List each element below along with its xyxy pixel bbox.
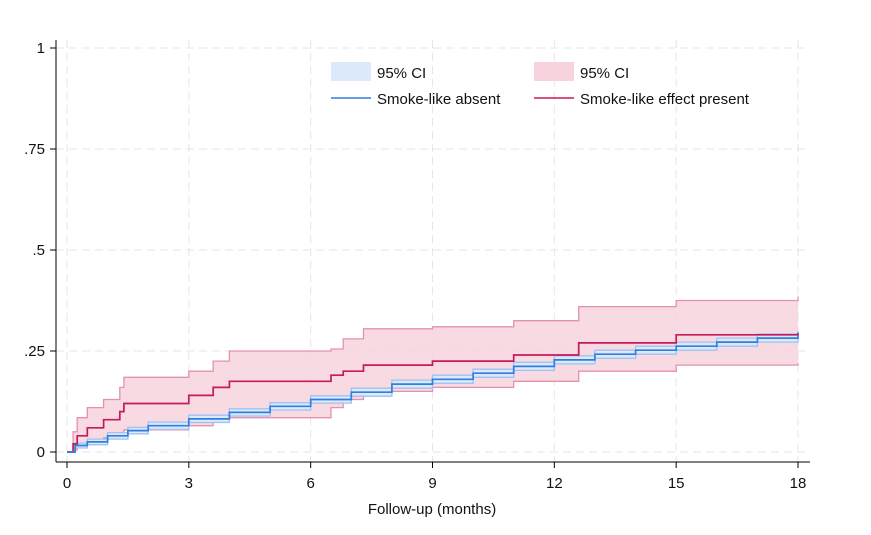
legend-ci-label-absent: 95% CI	[377, 65, 426, 82]
legend: 95% CI Smoke-like absent 95% CI Smoke-li…	[331, 62, 750, 108]
ci-lower-line-0	[67, 338, 799, 453]
y-tick-label-4: 1	[37, 40, 45, 57]
y-tick-label-1: .25	[24, 343, 45, 360]
x-tick-label-2: 6	[306, 475, 314, 492]
legend-ci-label-present: 95% CI	[580, 65, 629, 82]
y-tick-label-0: 0	[37, 444, 45, 461]
y-tick-label-2: .5	[32, 242, 45, 259]
legend-ci-swatch-present	[534, 62, 574, 81]
legend-line-label-present: Smoke-like effect present	[580, 91, 750, 108]
x-tick-label-0: 0	[63, 475, 71, 492]
series-line-0	[67, 334, 799, 453]
legend-line-label-absent: Smoke-like absent	[377, 91, 501, 108]
series-lines	[67, 332, 799, 453]
x-axis-ticks: 0 3 6 9 12 15 18	[63, 462, 807, 492]
x-axis-title: Follow-up (months)	[368, 501, 496, 518]
grid-lines	[56, 40, 810, 462]
x-tick-label-3: 9	[428, 475, 436, 492]
x-tick-label-5: 15	[668, 475, 685, 492]
y-axis-ticks: 0 .25 .5 .75 1	[24, 40, 56, 461]
x-tick-label-1: 3	[185, 475, 193, 492]
y-tick-label-3: .75	[24, 141, 45, 158]
ci-upper-line-1	[67, 296, 799, 453]
x-tick-label-6: 18	[790, 475, 807, 492]
legend-ci-swatch-absent	[331, 62, 371, 81]
x-tick-label-4: 12	[546, 475, 563, 492]
series-line-1	[67, 332, 799, 453]
